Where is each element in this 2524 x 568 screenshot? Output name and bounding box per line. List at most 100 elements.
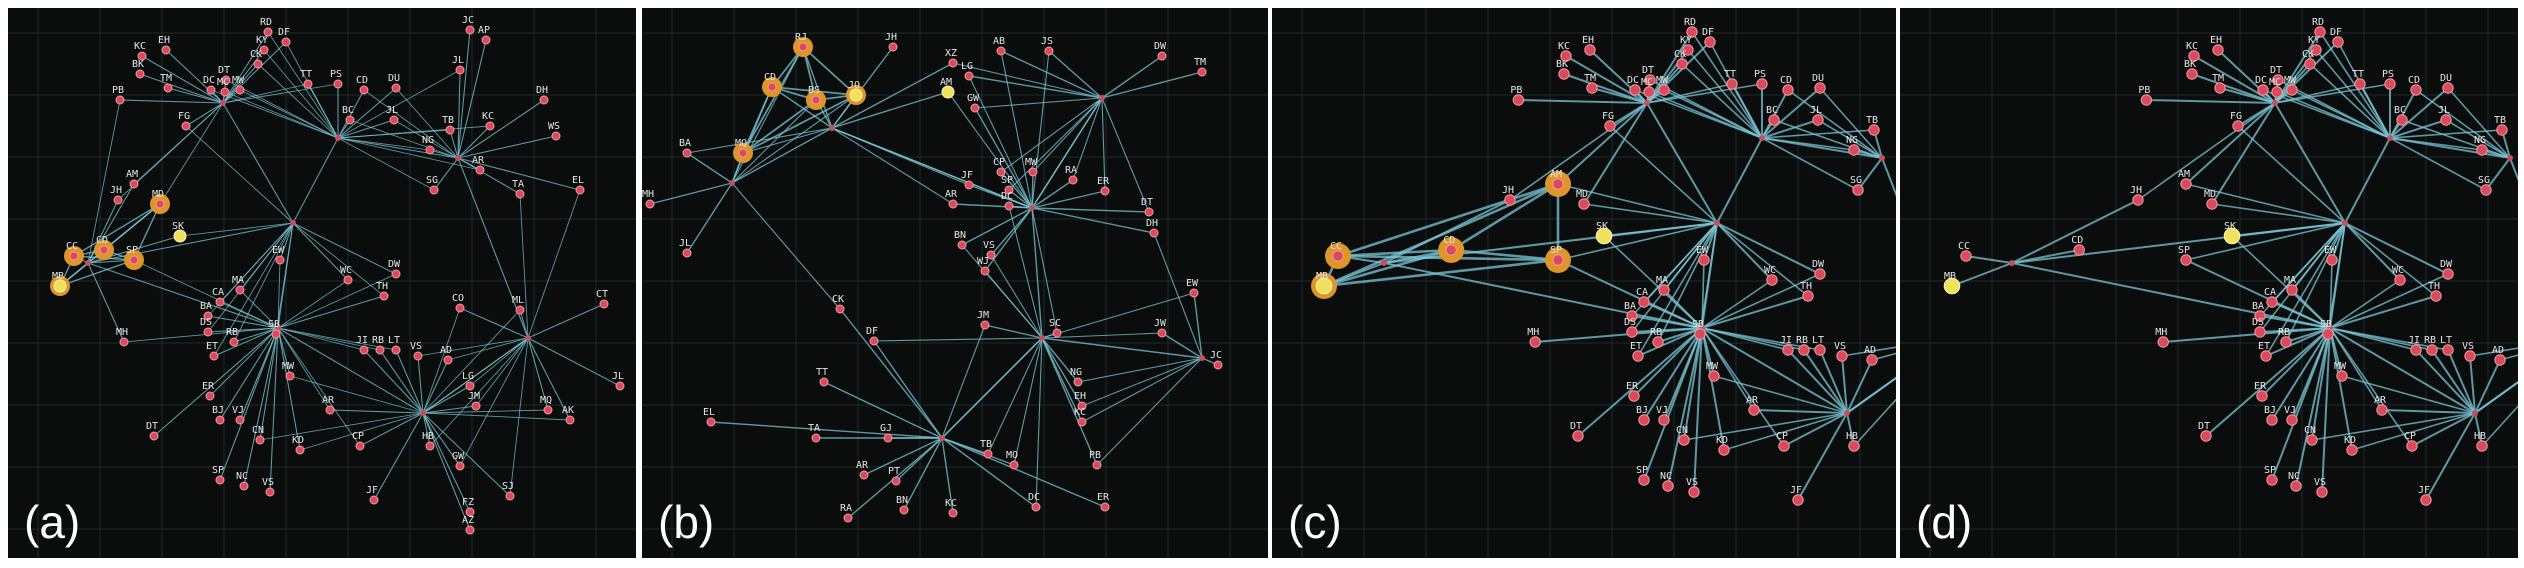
node-label: DF	[278, 27, 290, 38]
edge	[941, 337, 1043, 439]
node	[1552, 254, 1564, 266]
edge	[984, 324, 1043, 339]
node	[333, 79, 343, 89]
node-label: MA	[2284, 275, 2296, 286]
node-label: VS	[262, 477, 274, 488]
node	[941, 85, 955, 99]
node	[2254, 310, 2266, 322]
node	[2322, 328, 2334, 340]
edge	[373, 412, 424, 501]
node	[1686, 26, 1698, 38]
edge	[2344, 222, 2437, 297]
edge	[1000, 50, 1103, 99]
edge	[2425, 412, 2476, 501]
node	[375, 345, 385, 355]
node	[2132, 194, 2144, 206]
edge	[1041, 337, 1079, 383]
node-label: JH	[2130, 185, 2142, 196]
node	[2332, 36, 2344, 48]
edge	[222, 83, 339, 104]
edge	[974, 107, 1033, 209]
edge	[2389, 87, 2449, 139]
node-label: RA	[1065, 165, 1077, 176]
node	[2260, 350, 2272, 362]
node	[379, 291, 389, 301]
node	[2496, 124, 2508, 136]
edge	[1871, 352, 1896, 361]
node-label: EW	[2324, 245, 2337, 256]
hub-node	[420, 410, 426, 416]
node-label: EL	[572, 175, 584, 186]
node-label: JM	[977, 310, 989, 321]
node-label: HB	[1846, 431, 1858, 442]
node	[359, 345, 369, 355]
node-label: NG	[1846, 135, 1858, 146]
edge	[213, 327, 279, 357]
node	[391, 269, 401, 279]
node	[2257, 84, 2269, 96]
node-label: BK	[2184, 59, 2196, 70]
node-label: DT	[2270, 65, 2282, 76]
node-label: BC	[2394, 105, 2406, 116]
node-label: CN	[1676, 425, 1688, 436]
edge	[1008, 189, 1033, 209]
edge	[1041, 337, 1098, 466]
edge	[1041, 337, 1203, 359]
node-label: TT	[300, 69, 312, 80]
node-label: AD	[1864, 345, 1876, 356]
node-label: BN	[954, 230, 966, 241]
node-label: DT	[1141, 197, 1153, 208]
edge	[459, 307, 529, 339]
node-label: ER	[202, 381, 215, 392]
node	[2223, 227, 2241, 245]
edge	[185, 102, 224, 127]
edge	[1161, 332, 1203, 359]
node-label: JM	[468, 391, 480, 402]
node	[2214, 82, 2226, 94]
node	[485, 121, 495, 131]
hub-node	[455, 155, 461, 161]
node	[811, 95, 821, 105]
edge	[219, 222, 294, 303]
edge	[941, 437, 954, 514]
node	[391, 83, 401, 93]
edge	[961, 207, 1033, 246]
node	[235, 415, 245, 425]
node	[599, 299, 609, 309]
edge	[1193, 292, 1203, 359]
node	[1778, 440, 1790, 452]
edge	[1761, 137, 1859, 191]
edge	[422, 412, 571, 421]
node-label: DT	[1642, 65, 1654, 76]
node-label: CD	[1443, 235, 1455, 246]
node-label: AP	[478, 25, 490, 36]
hub-node	[1099, 95, 1105, 101]
edge	[2351, 412, 2476, 451]
node	[2376, 404, 2388, 416]
node-label: TA	[808, 423, 820, 434]
node	[1658, 284, 1670, 296]
node-label: TH	[1800, 281, 1812, 292]
edge	[277, 327, 365, 351]
hub-node	[1879, 155, 1885, 161]
node-label: AK	[562, 405, 574, 416]
edge	[1008, 97, 1103, 191]
node	[1092, 460, 1102, 470]
edge	[277, 327, 424, 414]
edge	[1701, 279, 1773, 329]
edge	[337, 137, 431, 151]
node-label: DT	[2198, 421, 2210, 432]
node-label: DC	[2255, 75, 2267, 86]
edge	[831, 127, 970, 186]
edge	[984, 270, 1043, 339]
node-label: CC	[1330, 241, 1342, 252]
edge	[2285, 222, 2346, 343]
edge	[422, 337, 529, 414]
node	[2266, 414, 2278, 426]
node-label: EH	[1582, 35, 1594, 46]
edge	[422, 405, 477, 414]
node	[2336, 370, 2348, 382]
node	[2442, 268, 2454, 280]
hub-node	[2272, 100, 2278, 106]
node-label: DW	[388, 259, 401, 270]
